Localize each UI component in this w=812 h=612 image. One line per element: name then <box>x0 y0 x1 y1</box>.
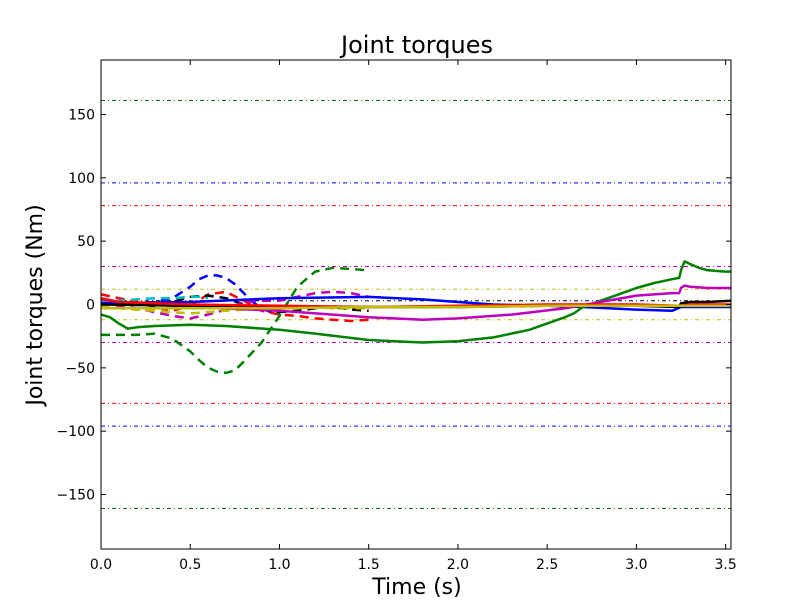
series-line-6 <box>100 295 209 304</box>
limit-lines <box>101 100 731 509</box>
x-tick-label: 0.5 <box>179 557 201 573</box>
x-tick-label: 1.0 <box>268 557 290 573</box>
x-tick-label: 0.0 <box>90 557 112 573</box>
y-tick-label: −150 <box>57 488 95 504</box>
x-tick-label: 3.0 <box>625 557 647 573</box>
y-tick-label: 50 <box>77 234 95 250</box>
series-line-12 <box>101 304 731 310</box>
y-tick-label: −50 <box>65 361 95 377</box>
y-tick-label: 0 <box>86 298 95 314</box>
x-axis-label: Time (s) <box>371 575 461 600</box>
chart-title: Joint torques <box>339 31 493 59</box>
x-tick-label: 2.5 <box>536 557 558 573</box>
series-lines <box>100 260 732 375</box>
x-tick-label: 2.0 <box>447 557 469 573</box>
y-tick-label: −100 <box>57 424 95 440</box>
x-tick-label: 3.5 <box>715 557 737 573</box>
y-tick-label: 100 <box>68 171 95 187</box>
y-tick-label: 150 <box>68 107 95 123</box>
series-line-8 <box>100 260 731 344</box>
axis-ticks: 0.0 0.5 1.0 1.5 2.0 2.5 3.0 3.5 −150 −100 −50 0 50 10… <box>57 60 737 573</box>
series-line-2 <box>101 266 369 375</box>
x-tick-label: 1.5 <box>358 557 380 573</box>
y-axis-label: Joint torques (Nm) <box>23 204 48 407</box>
